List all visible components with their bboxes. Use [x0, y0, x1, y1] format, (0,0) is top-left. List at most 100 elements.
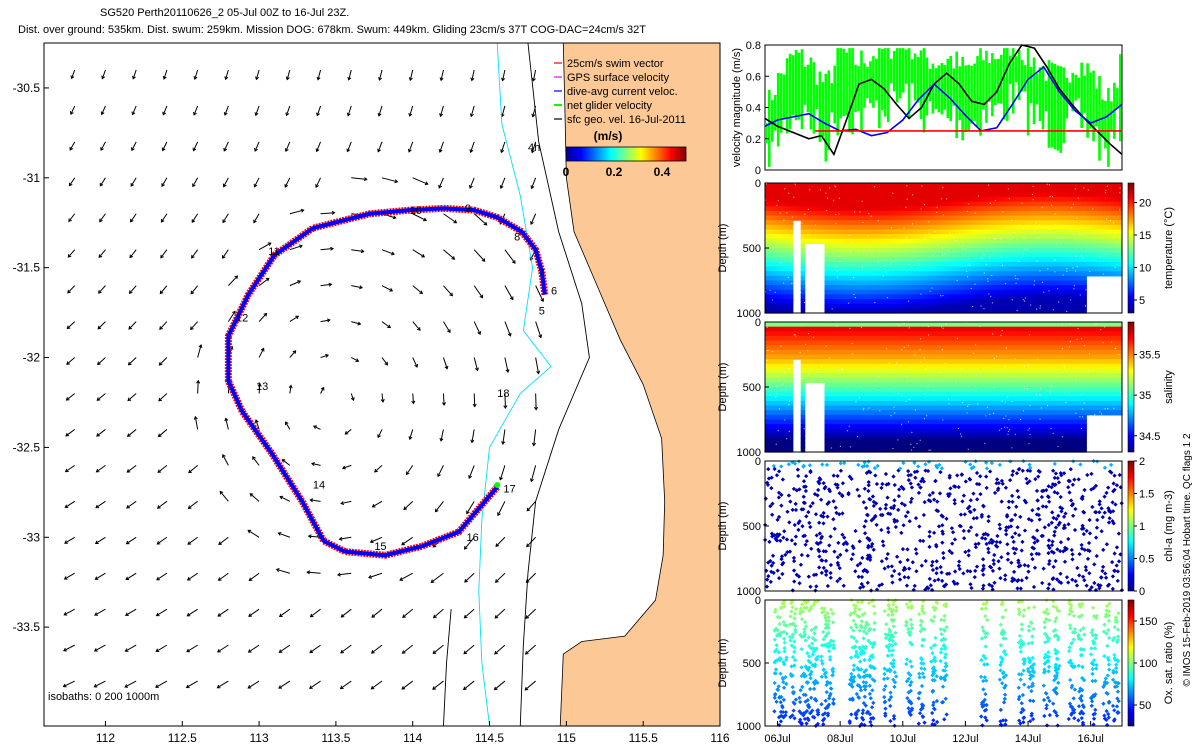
profile-cell — [979, 400, 984, 407]
profile-cell — [1042, 349, 1048, 356]
profile-cell — [979, 243, 984, 249]
profile-cell — [824, 187, 830, 193]
profile-cell — [895, 419, 901, 425]
profile-cell — [1050, 196, 1056, 203]
profile-cell — [864, 433, 869, 439]
profile-cell — [963, 308, 968, 314]
profile-cell — [995, 414, 1000, 421]
profile-cell — [876, 349, 881, 356]
velocity-arrow — [316, 69, 322, 81]
profile-cell — [844, 206, 849, 212]
profile-cell — [820, 220, 826, 226]
profile-cell — [780, 206, 786, 212]
velocity-arrow — [155, 680, 168, 688]
profile-cell — [824, 335, 830, 342]
profile-cell — [1006, 331, 1012, 337]
profile-cell — [765, 424, 770, 430]
profile-cell — [955, 294, 960, 300]
profile-cell — [971, 294, 976, 300]
profile-cell — [1110, 271, 1115, 277]
profile-cell — [939, 335, 945, 342]
profile-cell — [800, 308, 806, 314]
profile-cell — [884, 400, 889, 407]
profile-cell — [824, 196, 830, 203]
profile-cell — [880, 234, 885, 240]
profile-cell — [991, 345, 996, 351]
velocity-arrow — [187, 500, 198, 509]
velocity-arrow — [289, 244, 303, 251]
profile-cell — [780, 303, 786, 309]
velocity-arrow — [130, 213, 137, 223]
profile-cell — [1114, 252, 1119, 258]
profile-cell — [975, 433, 980, 439]
velocity-arrow — [497, 501, 506, 517]
profile-cell — [999, 447, 1004, 453]
sample-dot — [776, 204, 778, 207]
profile-cell — [891, 428, 897, 435]
profile-cell — [844, 196, 849, 203]
profile-cell — [907, 183, 913, 189]
profile-cell — [836, 322, 841, 328]
profile-cell — [995, 234, 1000, 240]
sample-dot — [1000, 250, 1003, 252]
profile-cell — [856, 248, 861, 254]
profile-cell — [967, 215, 972, 221]
profile-cell — [844, 373, 849, 379]
profile-cell — [780, 224, 786, 231]
colorbar-tick-label: 0.4 — [654, 165, 671, 179]
profile-cell — [1003, 349, 1008, 356]
profile-cell — [1018, 261, 1024, 268]
profile-cell — [1018, 363, 1024, 370]
profile-cell — [880, 400, 885, 407]
profile-cell — [975, 354, 980, 360]
profile-cell — [971, 206, 976, 212]
profile-cell — [887, 280, 893, 286]
profile-cell — [864, 261, 869, 268]
profile-cell — [991, 322, 996, 328]
profile-cell — [776, 340, 782, 346]
profile-cell — [860, 229, 865, 235]
profile-cell — [935, 303, 941, 309]
profile-cell — [947, 400, 953, 407]
profile-cell — [895, 387, 901, 393]
profile-cell — [915, 299, 921, 305]
profile-cell — [860, 387, 865, 393]
profile-cell — [935, 396, 941, 402]
profile-cell — [1038, 220, 1044, 226]
profile-cell — [1066, 252, 1072, 258]
profile-cell — [1086, 196, 1091, 203]
profile-cell — [840, 303, 845, 309]
profile-cell — [1070, 187, 1075, 193]
profile-cell — [828, 261, 834, 268]
profile-cell — [1078, 201, 1083, 207]
profile-cell — [1022, 368, 1028, 374]
profile-cell — [884, 349, 889, 356]
profile-cell — [967, 220, 972, 226]
profile-cell — [804, 363, 810, 370]
profile-cell — [995, 294, 1000, 300]
profile-cell — [765, 192, 770, 198]
profile-cell — [836, 271, 841, 277]
velocity-arrow — [374, 465, 383, 473]
profile-cell — [860, 261, 865, 268]
profile-cell — [899, 224, 905, 231]
sample-dot — [890, 227, 893, 229]
profile-cell — [955, 368, 960, 374]
profile-cell — [907, 396, 913, 402]
profile-cell — [959, 335, 964, 342]
profile-cell — [903, 187, 909, 193]
profile-cell — [919, 303, 925, 309]
profile-cell — [828, 243, 834, 249]
velocity-arrow — [129, 249, 137, 259]
profile-cell — [891, 322, 897, 328]
profile-cell — [899, 243, 905, 249]
profile-cell — [1018, 289, 1024, 296]
profile-cell — [927, 187, 933, 193]
profile-cell — [939, 368, 945, 374]
profile-cell — [923, 326, 929, 332]
profile-cell — [919, 349, 925, 356]
velocity-arrow — [534, 393, 539, 411]
profile-cell — [1018, 428, 1024, 435]
profile-cell — [1022, 396, 1028, 402]
profile-cell — [788, 428, 794, 435]
